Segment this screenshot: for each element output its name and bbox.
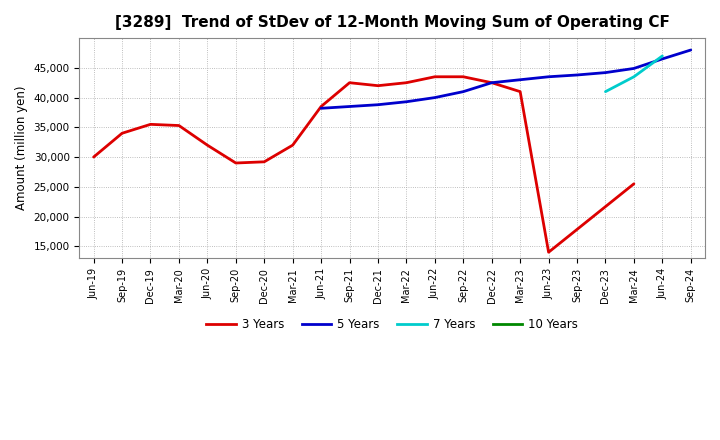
- 5 Years: [317, 106, 325, 111]
- 3 Years: [89, 154, 98, 160]
- 3 Years: [175, 123, 184, 128]
- 5 Years: [544, 74, 553, 79]
- 3 Years: [544, 249, 553, 255]
- 3 Years: [232, 160, 240, 165]
- Line: 5 Years: 5 Years: [321, 50, 690, 108]
- 3 Years: [203, 143, 212, 148]
- 3 Years: [431, 74, 439, 79]
- 5 Years: [402, 99, 410, 104]
- 3 Years: [118, 131, 127, 136]
- Title: [3289]  Trend of StDev of 12-Month Moving Sum of Operating CF: [3289] Trend of StDev of 12-Month Moving…: [114, 15, 670, 30]
- 3 Years: [345, 80, 354, 85]
- Y-axis label: Amount (million yen): Amount (million yen): [15, 86, 28, 210]
- 3 Years: [374, 83, 382, 88]
- 7 Years: [629, 74, 638, 79]
- 5 Years: [487, 80, 496, 85]
- 5 Years: [345, 104, 354, 109]
- 5 Years: [686, 48, 695, 53]
- Legend: 3 Years, 5 Years, 7 Years, 10 Years: 3 Years, 5 Years, 7 Years, 10 Years: [202, 313, 583, 336]
- 3 Years: [459, 74, 467, 79]
- 7 Years: [601, 89, 610, 94]
- 5 Years: [658, 56, 667, 62]
- 5 Years: [459, 89, 467, 94]
- 3 Years: [402, 80, 410, 85]
- 3 Years: [629, 181, 638, 187]
- Line: 3 Years: 3 Years: [94, 77, 634, 252]
- 3 Years: [146, 122, 155, 127]
- 3 Years: [260, 159, 269, 165]
- 5 Years: [572, 72, 581, 77]
- 5 Years: [431, 95, 439, 100]
- Line: 7 Years: 7 Years: [606, 56, 662, 92]
- 3 Years: [317, 104, 325, 109]
- 3 Years: [487, 80, 496, 85]
- 5 Years: [374, 102, 382, 107]
- 3 Years: [288, 143, 297, 148]
- 5 Years: [601, 70, 610, 75]
- 7 Years: [658, 53, 667, 59]
- 5 Years: [629, 66, 638, 71]
- 3 Years: [516, 89, 524, 94]
- 5 Years: [516, 77, 524, 82]
